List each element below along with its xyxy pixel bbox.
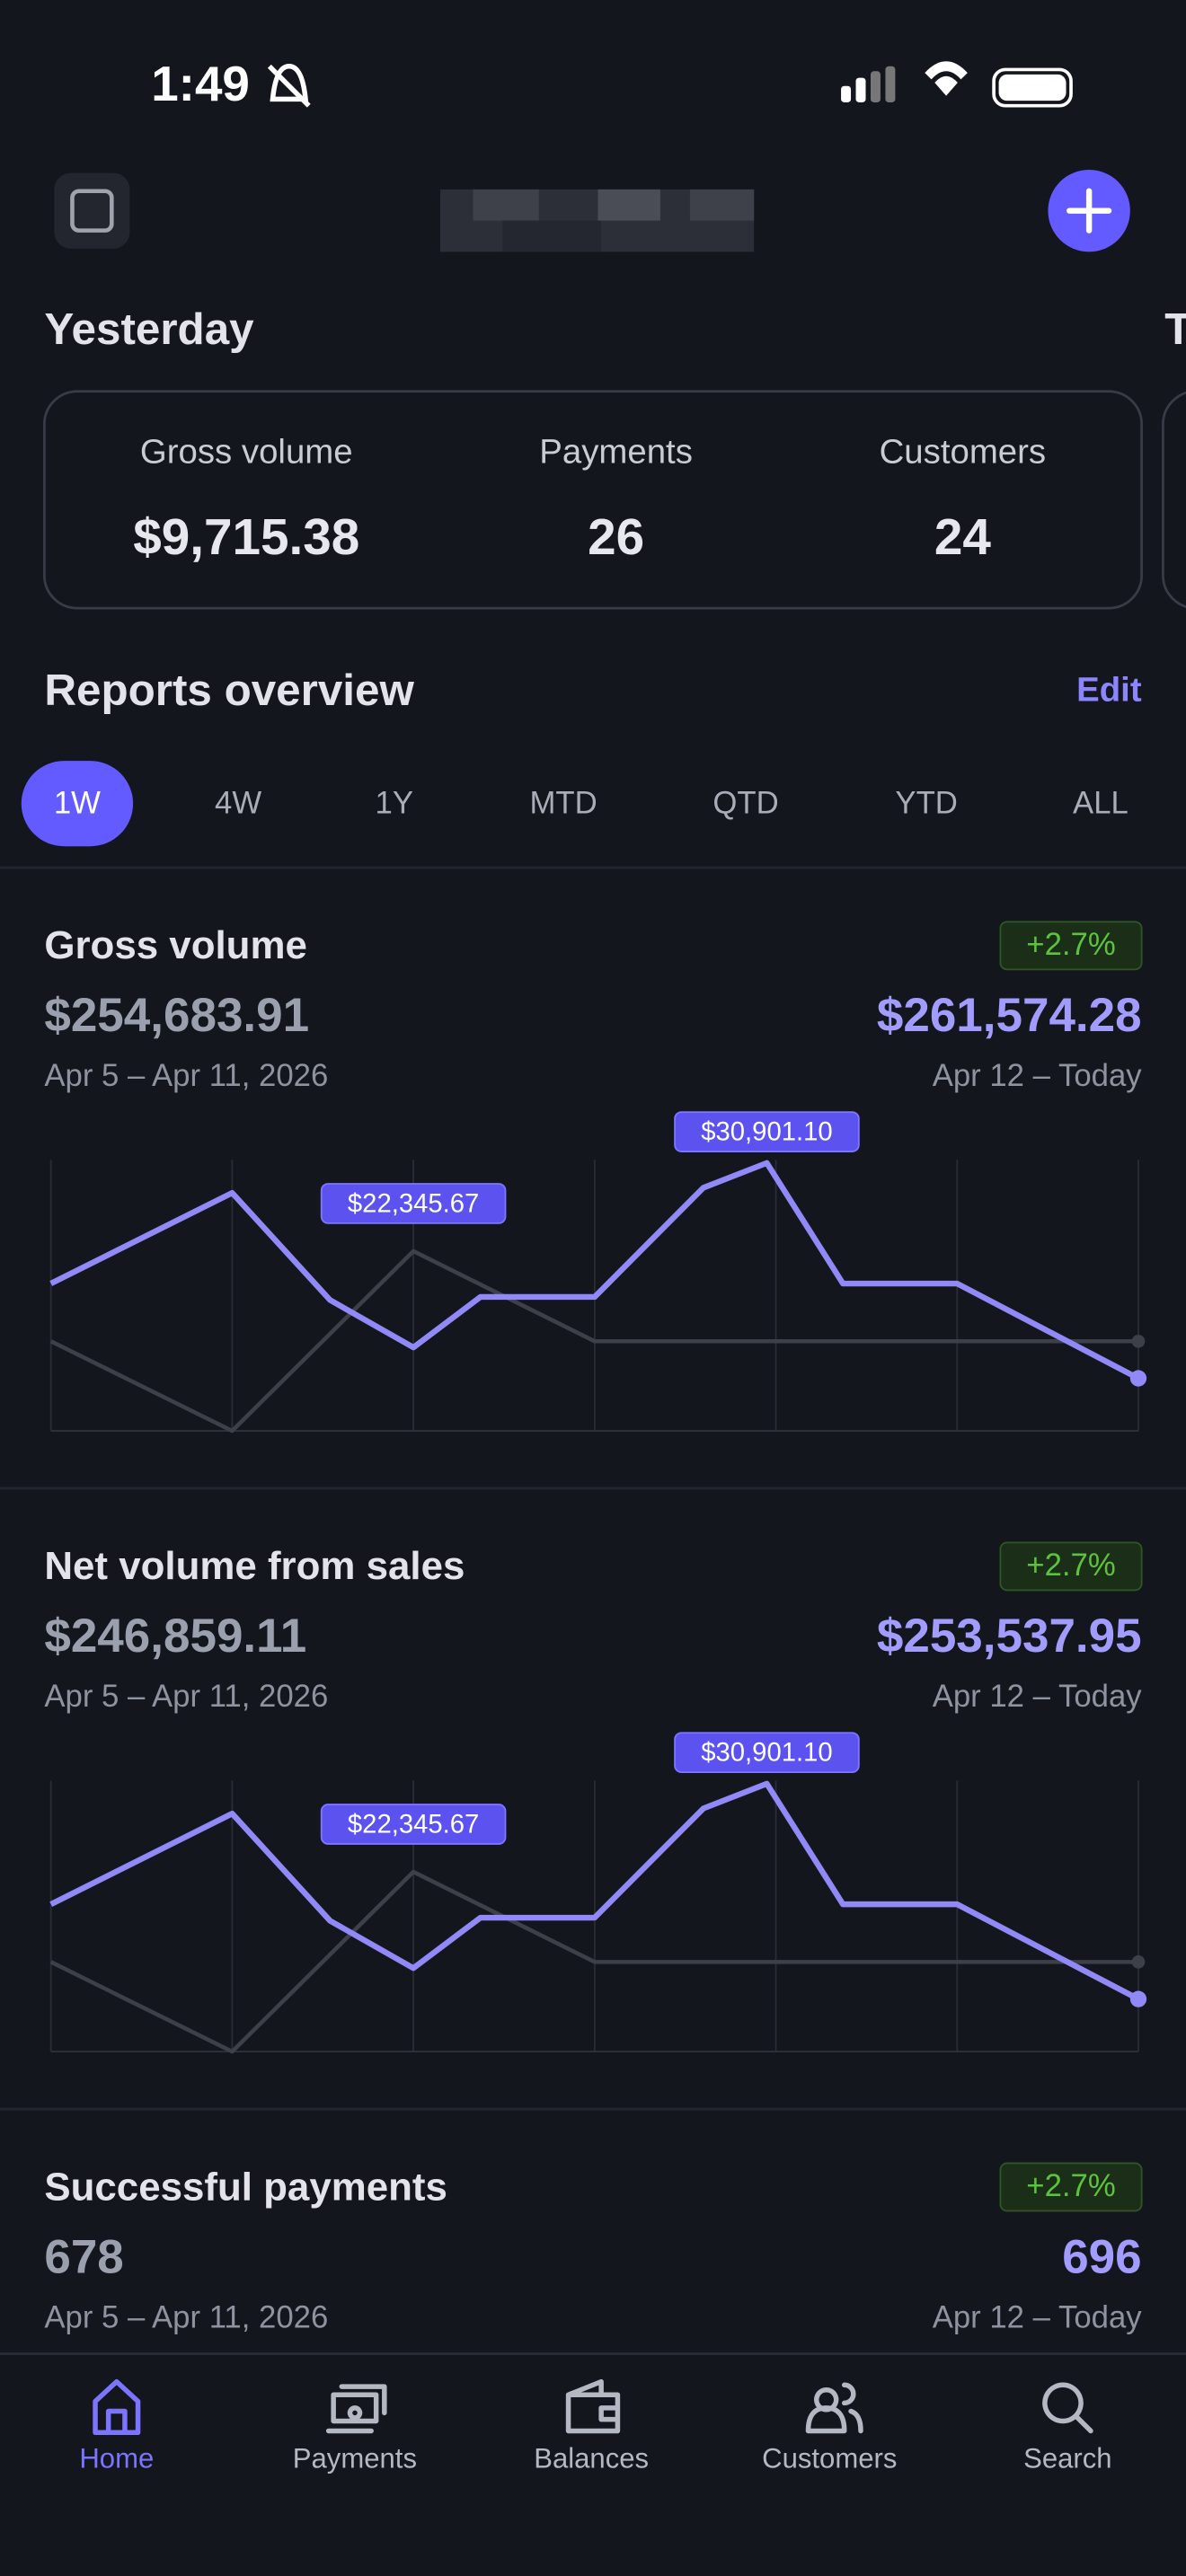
range-option[interactable]: MTD: [529, 787, 597, 821]
clock: 1:49: [151, 56, 250, 111]
store-button[interactable]: [54, 172, 130, 249]
status-icons: [841, 61, 1073, 108]
tab-icon: [565, 2378, 621, 2434]
current-range: Apr 12 – Today: [933, 1059, 1143, 1093]
tab-label[interactable]: Payments: [293, 2443, 417, 2475]
end-point: [1129, 1370, 1147, 1387]
previous-range: Apr 5 – Apr 11, 2026: [44, 2300, 328, 2334]
tooltip: [674, 1111, 860, 1152]
change-badge: [999, 921, 1143, 971]
tooltip: [320, 1804, 507, 1845]
previous-value: 678: [44, 2230, 123, 2283]
change-value: +2.7%: [1026, 1548, 1115, 1583]
range-option[interactable]: ALL: [1073, 787, 1128, 821]
line-series: [49, 1869, 1138, 2054]
tooltip-label: $22,345.67: [348, 1811, 479, 1839]
previous-range: Apr 5 – Apr 11, 2026: [44, 1680, 328, 1714]
stat-label: Payments: [539, 432, 693, 471]
next-section-title: T: [1164, 304, 1186, 354]
stat-value: 26: [588, 509, 644, 566]
current-value: $261,574.28: [877, 989, 1142, 1042]
tooltip-label: $22,345.67: [348, 1189, 479, 1218]
tooltip: [674, 1732, 860, 1774]
current-range: Apr 12 – Today: [933, 2300, 1143, 2334]
current-value: $253,537.95: [877, 1610, 1142, 1663]
tab-icon: [1042, 2382, 1093, 2434]
tooltip-label: $30,901.10: [701, 1118, 832, 1147]
tooltip: [320, 1183, 507, 1224]
tab-label[interactable]: Home: [79, 2443, 154, 2475]
end-point: [1129, 1990, 1147, 2007]
blurred-account-name: [439, 189, 755, 252]
change-badge: [999, 1541, 1143, 1592]
tooltip-label: $30,901.10: [701, 1739, 832, 1768]
range-option[interactable]: 1W: [54, 787, 101, 821]
current-value: 696: [1062, 2230, 1141, 2283]
previous-range: Apr 5 – Apr 11, 2026: [44, 1059, 328, 1093]
range-pill[interactable]: [21, 761, 134, 847]
stat-value: 24: [934, 509, 992, 566]
current-range: Apr 12 – Today: [933, 1680, 1143, 1714]
tab-label[interactable]: Customers: [762, 2443, 897, 2475]
previous-value: $254,683.91: [44, 989, 309, 1042]
change-value: +2.7%: [1026, 928, 1115, 962]
range-option[interactable]: 4W: [215, 787, 261, 821]
line-series: [49, 1160, 1140, 1381]
mute-icon: [267, 64, 311, 108]
change-value: +2.7%: [1026, 2169, 1115, 2203]
reports-title: Reports overview: [44, 666, 414, 715]
card-title[interactable]: Successful payments: [44, 2165, 447, 2209]
line-series: [49, 1248, 1138, 1434]
range-option[interactable]: QTD: [712, 787, 778, 821]
section-title: Yesterday: [44, 304, 254, 354]
end-point: [1131, 1334, 1146, 1348]
card-title[interactable]: Net volume from sales: [44, 1544, 465, 1588]
range-option[interactable]: YTD: [895, 787, 957, 821]
tab-icon: [805, 2382, 863, 2434]
tab-label[interactable]: Search: [1023, 2443, 1111, 2475]
range-option[interactable]: 1Y: [376, 787, 413, 821]
add-icon: [1066, 188, 1112, 234]
store-icon: [70, 189, 114, 233]
next-summary-card[interactable]: [1162, 392, 1186, 608]
stat-label: Customers: [880, 432, 1047, 471]
previous-value: $246,859.11: [44, 1610, 306, 1663]
tab-icon: [93, 2378, 141, 2436]
line-series: [49, 1780, 1140, 2002]
summary-card[interactable]: [42, 390, 1144, 610]
change-badge: [999, 2162, 1143, 2212]
card-title[interactable]: Gross volume: [44, 923, 307, 967]
stat-value: $9,715.38: [133, 509, 359, 566]
edit-button[interactable]: Edit: [1076, 670, 1142, 709]
end-point: [1131, 1955, 1146, 1969]
stat-label: Gross volume: [140, 432, 353, 471]
tab-bar: [0, 2353, 1186, 2576]
tab-label[interactable]: Balances: [534, 2443, 649, 2475]
tab-icon: [325, 2384, 387, 2434]
